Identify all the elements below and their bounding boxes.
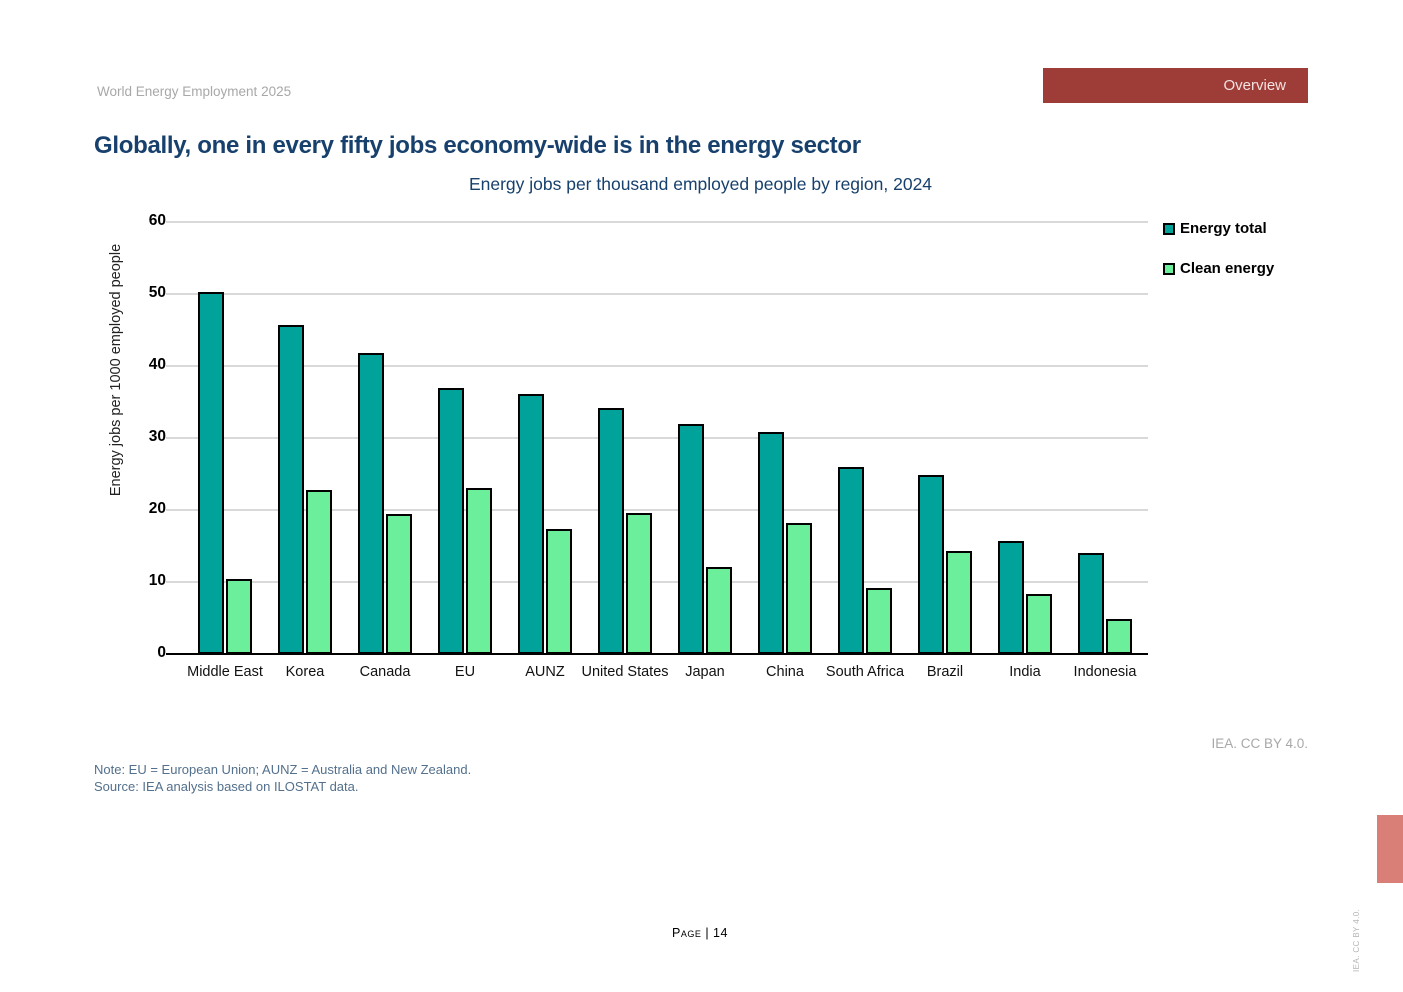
legend-item-energy-total: Energy total xyxy=(1163,220,1267,237)
x-category-label: Middle East xyxy=(187,664,263,680)
bar-energy-total-south-africa xyxy=(838,466,864,654)
bar-clean-energy-brazil xyxy=(946,551,972,654)
document-title: World Energy Employment 2025 xyxy=(97,84,292,99)
bar-energy-total-united-states xyxy=(598,407,624,654)
x-category-label: EU xyxy=(454,664,476,680)
x-category-label: Brazil xyxy=(926,664,964,680)
bar-clean-energy-japan xyxy=(706,566,732,654)
bar-energy-total-india xyxy=(998,540,1024,654)
side-marker-rectangle xyxy=(1377,815,1403,883)
chart-note: Note: EU = European Union; AUNZ = Austra… xyxy=(94,762,472,777)
gridline xyxy=(166,509,1148,511)
bar-clean-energy-united-states xyxy=(626,512,652,654)
overview-banner-label: Overview xyxy=(1223,77,1286,94)
page-title: Globally, one in every fifty jobs econom… xyxy=(94,132,861,159)
x-category-label: Korea xyxy=(285,664,325,680)
x-category-label: South Africa xyxy=(825,664,905,680)
x-category-label: AUNZ xyxy=(525,664,565,680)
y-tick-label: 40 xyxy=(148,356,166,373)
bar-energy-total-china xyxy=(758,431,784,654)
chart-source: Source: IEA analysis based on ILOSTAT da… xyxy=(94,779,359,794)
x-category-label: China xyxy=(766,664,804,680)
bar-clean-energy-india xyxy=(1026,594,1052,654)
legend-label: Energy total xyxy=(1180,220,1267,237)
legend-swatch-icon xyxy=(1163,262,1175,275)
page-number: Page | 14 xyxy=(672,926,728,940)
x-category-label: Japan xyxy=(685,664,725,680)
bar-energy-total-indonesia xyxy=(1078,553,1104,654)
x-category-label: India xyxy=(1009,664,1041,680)
legend-swatch-icon xyxy=(1163,222,1175,235)
bar-energy-total-canada xyxy=(358,353,384,654)
bar-clean-energy-china xyxy=(786,522,812,654)
y-tick-label: 10 xyxy=(148,572,166,589)
side-attribution-rotated: IEA. CC BY 4.0. xyxy=(1352,908,1361,972)
bar-clean-energy-korea xyxy=(306,489,332,654)
y-tick-label: 60 xyxy=(148,212,166,229)
y-tick-label: 0 xyxy=(157,644,166,661)
bar-clean-energy-south-africa xyxy=(866,588,892,654)
iea-attribution: IEA. CC BY 4.0. xyxy=(1211,736,1308,751)
gridline xyxy=(166,581,1148,583)
y-tick-label: 50 xyxy=(148,284,166,301)
y-tick-label: 20 xyxy=(148,500,166,517)
x-axis-line xyxy=(166,653,1148,655)
bar-energy-total-aunz xyxy=(518,394,544,654)
bar-clean-energy-middle-east xyxy=(226,579,252,654)
bar-clean-energy-canada xyxy=(386,514,412,654)
bar-energy-total-middle-east xyxy=(198,291,224,654)
bar-energy-total-eu xyxy=(438,387,464,654)
bar-clean-energy-eu xyxy=(466,487,492,654)
y-tick-label: 30 xyxy=(148,428,166,445)
x-category-label: Indonesia xyxy=(1073,664,1137,680)
bar-clean-energy-indonesia xyxy=(1106,618,1132,654)
gridline xyxy=(166,221,1148,223)
gridline xyxy=(166,437,1148,439)
x-category-label: United States xyxy=(581,664,669,680)
bar-clean-energy-aunz xyxy=(546,529,572,654)
x-category-label: Canada xyxy=(359,664,411,680)
bar-energy-total-brazil xyxy=(918,474,944,654)
bar-energy-total-japan xyxy=(678,423,704,654)
legend-label: Clean energy xyxy=(1180,260,1275,277)
legend-item-clean-energy: Clean energy xyxy=(1163,260,1274,277)
gridline xyxy=(166,293,1148,295)
gridline xyxy=(166,365,1148,367)
chart-title: Energy jobs per thousand employed people… xyxy=(468,174,933,194)
overview-banner-button[interactable]: Overview xyxy=(1043,68,1308,103)
bar-energy-total-korea xyxy=(278,324,304,654)
